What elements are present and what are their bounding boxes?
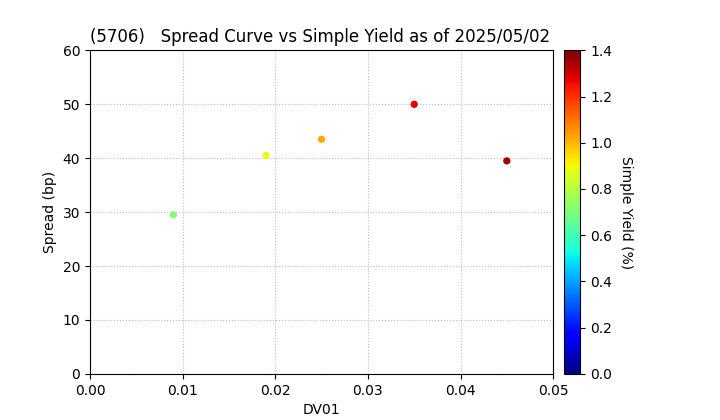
Point <box>260 152 271 159</box>
X-axis label: DV01: DV01 <box>302 403 341 417</box>
Y-axis label: Simple Yield (%): Simple Yield (%) <box>619 155 633 269</box>
Point <box>501 158 513 164</box>
Point <box>168 211 179 218</box>
Point <box>408 101 420 108</box>
Text: (5706)   Spread Curve vs Simple Yield as of 2025/05/02: (5706) Spread Curve vs Simple Yield as o… <box>90 28 550 46</box>
Point <box>316 136 328 143</box>
Y-axis label: Spread (bp): Spread (bp) <box>43 171 57 253</box>
